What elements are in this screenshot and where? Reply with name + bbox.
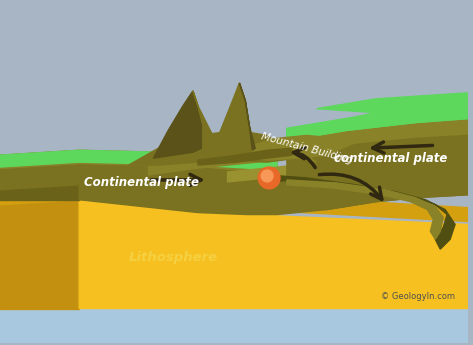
- Text: Lithosphere: Lithosphere: [129, 250, 218, 264]
- Polygon shape: [287, 119, 468, 155]
- Polygon shape: [153, 91, 208, 158]
- Polygon shape: [0, 150, 277, 175]
- Polygon shape: [239, 83, 255, 150]
- Polygon shape: [193, 91, 218, 155]
- Polygon shape: [129, 130, 297, 165]
- Polygon shape: [267, 175, 455, 249]
- Polygon shape: [79, 165, 468, 215]
- Polygon shape: [0, 308, 468, 343]
- Polygon shape: [287, 93, 468, 140]
- Polygon shape: [213, 83, 252, 153]
- Text: continental plate: continental plate: [334, 152, 447, 165]
- Polygon shape: [0, 150, 277, 170]
- Polygon shape: [287, 180, 443, 239]
- Text: Continental plate: Continental plate: [84, 176, 199, 189]
- Polygon shape: [228, 152, 468, 182]
- Polygon shape: [79, 200, 468, 308]
- Polygon shape: [0, 165, 326, 200]
- Circle shape: [258, 167, 280, 189]
- Polygon shape: [0, 185, 468, 221]
- Text: Mountain Building: Mountain Building: [260, 131, 353, 165]
- Polygon shape: [0, 165, 79, 200]
- Polygon shape: [0, 200, 79, 308]
- Text: © GeologyIn.com: © GeologyIn.com: [381, 292, 455, 301]
- Polygon shape: [287, 109, 468, 140]
- Circle shape: [261, 170, 273, 182]
- Polygon shape: [198, 148, 292, 165]
- Polygon shape: [287, 135, 468, 210]
- Polygon shape: [252, 135, 356, 160]
- Polygon shape: [149, 148, 316, 175]
